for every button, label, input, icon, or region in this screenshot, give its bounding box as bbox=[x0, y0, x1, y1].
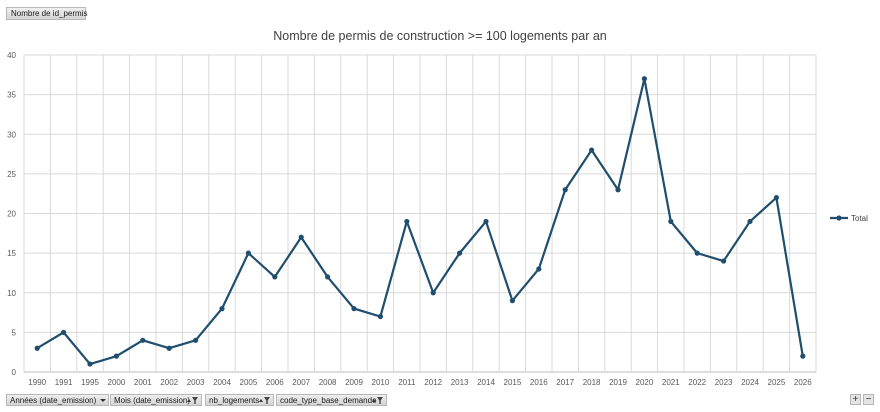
series-line-total[interactable] bbox=[36, 77, 804, 366]
axis-field-button[interactable]: Années (date_emission) bbox=[6, 394, 109, 406]
data-point[interactable] bbox=[351, 306, 357, 312]
axis-field-label: Mois (date_emission) bbox=[114, 395, 191, 405]
axis-field-button[interactable]: nb_logements bbox=[205, 394, 274, 406]
data-point[interactable] bbox=[298, 234, 304, 240]
data-point[interactable] bbox=[113, 353, 119, 359]
legend-point-marker bbox=[836, 215, 842, 221]
legend-label-total: Total bbox=[851, 214, 868, 223]
chart-gridlines bbox=[23, 54, 817, 373]
data-point[interactable] bbox=[694, 250, 700, 256]
data-point[interactable] bbox=[377, 313, 383, 320]
data-point[interactable] bbox=[325, 274, 331, 280]
x-tick-label: 2009 bbox=[345, 378, 363, 387]
data-point[interactable] bbox=[166, 345, 172, 351]
x-tick-label: 2014 bbox=[477, 378, 495, 387]
x-tick-label: 2013 bbox=[451, 378, 469, 387]
x-tick-label: 1991 bbox=[55, 378, 73, 387]
data-point[interactable] bbox=[272, 274, 278, 280]
y-tick-label: 5 bbox=[12, 328, 17, 337]
x-tick-label: 2010 bbox=[372, 378, 390, 387]
data-point[interactable] bbox=[140, 337, 146, 343]
expand-field-button[interactable]: + bbox=[850, 394, 861, 405]
data-point[interactable] bbox=[536, 266, 542, 272]
data-point[interactable] bbox=[404, 218, 410, 225]
x-tick-label: 2021 bbox=[662, 378, 680, 387]
x-tick-label: 2024 bbox=[741, 378, 759, 387]
data-point[interactable] bbox=[773, 195, 780, 201]
data-point[interactable] bbox=[589, 147, 595, 153]
data-point[interactable] bbox=[641, 76, 648, 82]
x-tick-label: 2023 bbox=[715, 378, 733, 387]
y-axis-tick-labels: 0 5 10 15 20 25 30 35 40 bbox=[7, 51, 16, 377]
data-point[interactable] bbox=[800, 353, 806, 359]
x-tick-label: 2026 bbox=[794, 378, 812, 387]
y-tick-label: 20 bbox=[7, 210, 16, 219]
data-point[interactable] bbox=[193, 337, 199, 343]
y-tick-label: 30 bbox=[7, 130, 16, 139]
data-point[interactable] bbox=[721, 258, 727, 264]
data-point[interactable] bbox=[668, 218, 674, 225]
x-tick-label: 2025 bbox=[768, 378, 786, 387]
x-tick-label: 2018 bbox=[583, 378, 601, 387]
x-tick-label: 2005 bbox=[240, 378, 258, 387]
x-tick-label: 2011 bbox=[398, 378, 416, 387]
y-tick-label: 0 bbox=[12, 368, 17, 377]
axis-field-label: code_type_base_demande bbox=[280, 395, 377, 405]
data-point[interactable] bbox=[483, 218, 489, 225]
x-tick-label: 2012 bbox=[424, 378, 442, 387]
x-tick-label: 2017 bbox=[556, 378, 574, 387]
x-tick-label: 2015 bbox=[504, 378, 522, 387]
x-tick-label: 2001 bbox=[134, 378, 152, 387]
x-tick-label: 2020 bbox=[636, 378, 654, 387]
data-point[interactable] bbox=[430, 290, 436, 296]
data-point[interactable] bbox=[219, 306, 225, 312]
data-point[interactable] bbox=[747, 218, 753, 225]
axis-field-label: nb_logements bbox=[209, 395, 260, 405]
axis-field-button[interactable]: code_type_base_demande bbox=[276, 394, 387, 406]
collapse-field-button[interactable]: − bbox=[863, 394, 874, 405]
data-point[interactable] bbox=[562, 187, 568, 193]
y-tick-label: 10 bbox=[7, 289, 16, 298]
x-tick-label: 2022 bbox=[688, 378, 706, 387]
x-axis-tick-labels: 1990 1991 1995 2000 2001 2002 2003 2004 2005 2006… bbox=[28, 378, 812, 387]
dropdown-arrow-icon[interactable] bbox=[100, 395, 106, 405]
x-tick-label: 2006 bbox=[266, 378, 284, 387]
axis-field-button[interactable]: Mois (date_emission) bbox=[110, 394, 202, 406]
y-tick-label: 25 bbox=[7, 170, 16, 179]
x-tick-label: 1995 bbox=[81, 378, 99, 387]
data-point[interactable] bbox=[245, 250, 251, 256]
series-total[interactable] bbox=[34, 76, 806, 367]
x-tick-label: 2016 bbox=[530, 378, 548, 387]
data-point[interactable] bbox=[34, 345, 40, 351]
y-tick-label: 40 bbox=[7, 51, 16, 60]
chart-title: Nombre de permis de construction >= 100 … bbox=[273, 29, 607, 43]
data-point[interactable] bbox=[61, 329, 67, 335]
x-tick-label: 2008 bbox=[319, 378, 337, 387]
x-tick-label: 2019 bbox=[609, 378, 627, 387]
filter-icon[interactable] bbox=[372, 395, 384, 405]
filter-icon[interactable] bbox=[259, 395, 271, 405]
x-tick-label: 2000 bbox=[108, 378, 126, 387]
filter-icon[interactable] bbox=[187, 395, 199, 405]
value-field-button[interactable]: Nombre de id_permis bbox=[6, 7, 87, 20]
x-tick-label: 2003 bbox=[187, 378, 205, 387]
y-tick-label: 35 bbox=[7, 91, 16, 100]
data-point[interactable] bbox=[615, 187, 621, 193]
data-point[interactable] bbox=[509, 298, 515, 304]
x-tick-label: 2007 bbox=[292, 378, 310, 387]
y-tick-label: 15 bbox=[7, 249, 16, 258]
chart-legend[interactable]: Total bbox=[830, 214, 868, 223]
x-tick-label: 1990 bbox=[28, 378, 46, 387]
data-point[interactable] bbox=[457, 250, 463, 256]
x-tick-label: 2004 bbox=[213, 378, 231, 387]
x-tick-label: 2002 bbox=[160, 378, 178, 387]
data-point[interactable] bbox=[87, 361, 93, 367]
axis-field-label: Années (date_emission) bbox=[10, 395, 97, 405]
